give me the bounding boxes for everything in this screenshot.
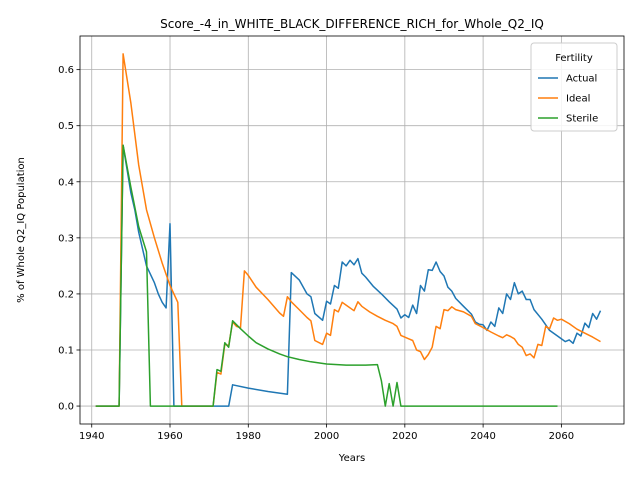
x-tick-label: 2060 bbox=[549, 431, 574, 442]
x-tick-label: 1940 bbox=[79, 431, 104, 442]
y-tick-label: 0.4 bbox=[58, 177, 74, 188]
legend-label-actual: Actual bbox=[566, 74, 597, 85]
y-axis-label: % of Whole Q2_IQ Population bbox=[16, 157, 27, 303]
y-tick-label: 0.2 bbox=[58, 289, 74, 300]
legend-title: Fertility bbox=[555, 53, 593, 64]
y-tick-label: 0.3 bbox=[58, 233, 74, 244]
x-tick-label: 1960 bbox=[157, 431, 182, 442]
x-axis-label: Years bbox=[338, 453, 365, 464]
x-tick-label: 2020 bbox=[392, 431, 417, 442]
x-tick-label: 2040 bbox=[470, 431, 495, 442]
y-tick-label: 0.1 bbox=[58, 345, 74, 356]
legend-label-sterile: Sterile bbox=[566, 114, 598, 125]
legend-label-ideal: Ideal bbox=[566, 94, 590, 105]
y-tick-label: 0.0 bbox=[58, 402, 74, 413]
y-tick-label: 0.6 bbox=[58, 65, 74, 76]
x-tick-label: 2000 bbox=[314, 431, 339, 442]
legend: Fertility Actual Ideal Sterile bbox=[531, 43, 617, 131]
chart-title: Score_-4_in_WHITE_BLACK_DIFFERENCE_RICH_… bbox=[160, 17, 544, 31]
x-tick-label: 1980 bbox=[236, 431, 261, 442]
y-tick-label: 0.5 bbox=[58, 121, 74, 132]
